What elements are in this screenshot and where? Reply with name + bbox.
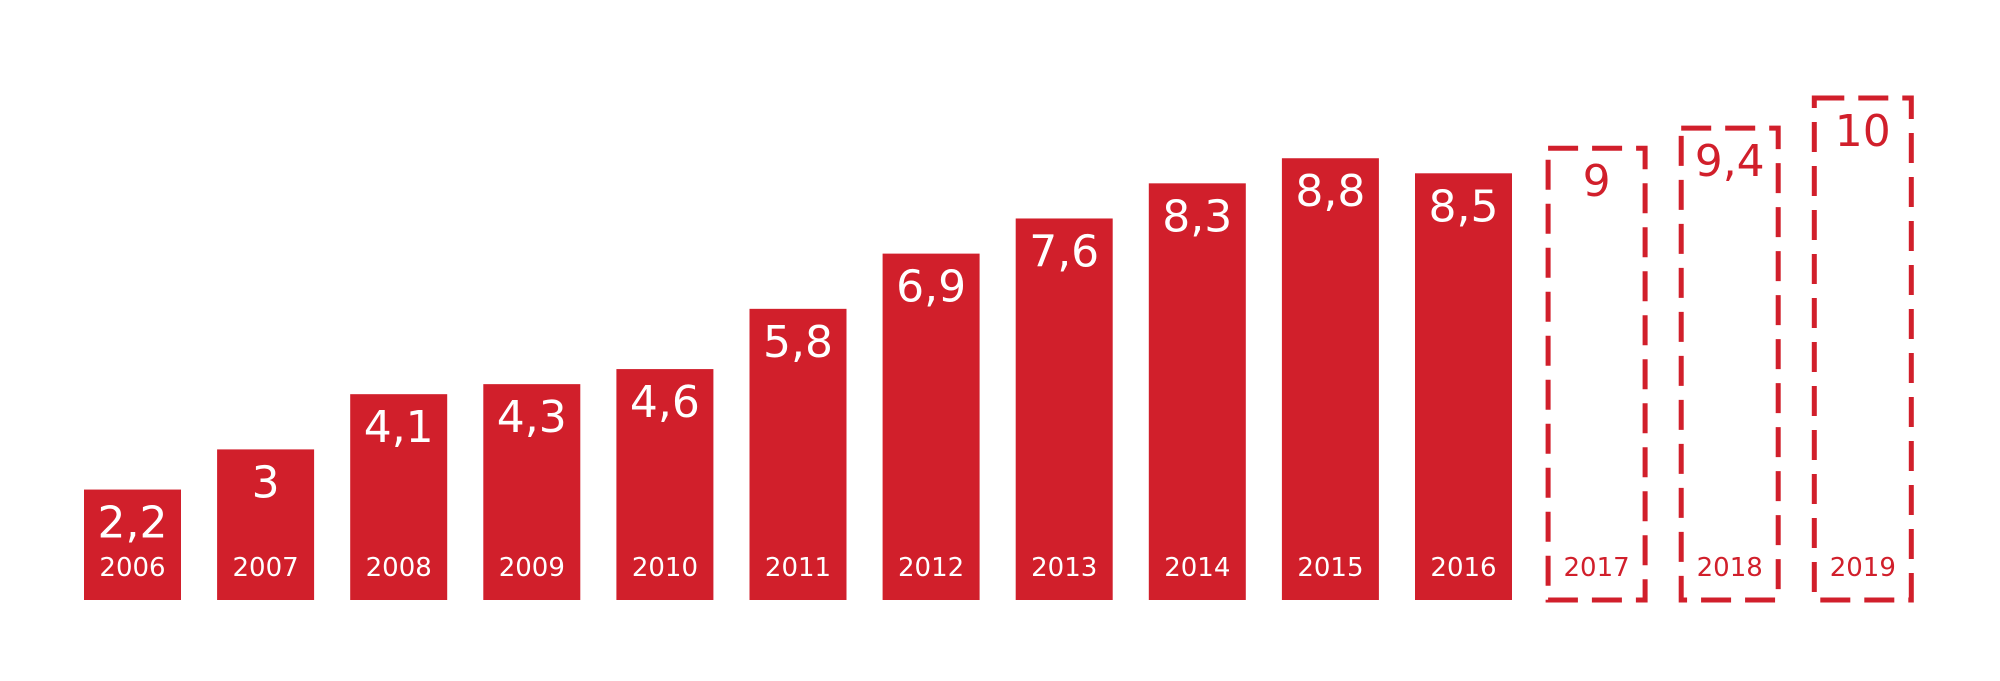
bar-2017	[1545, 145, 1648, 603]
value-label-2013: 7,6	[1029, 226, 1099, 277]
bar-2014	[1148, 183, 1246, 600]
value-label-2009: 4,3	[497, 392, 567, 443]
year-label-2008: 2008	[366, 553, 432, 583]
bar-2019	[1811, 95, 1914, 603]
bars-group	[84, 95, 1914, 603]
bar-2018	[1678, 125, 1781, 603]
bar-2009	[483, 384, 581, 600]
year-label-2018: 2018	[1697, 553, 1763, 583]
value-label-2018: 9,4	[1695, 136, 1765, 187]
bar-2010	[616, 369, 714, 600]
year-label-2011: 2011	[765, 553, 831, 583]
value-label-2007: 3	[252, 457, 280, 508]
bar-2013	[1015, 218, 1113, 601]
value-labels-group: 2,2 3 4,1 4,3 4,6 5,8 6,9 7,6 8,3 8,8 8,5 9 9,4 10	[98, 106, 1891, 549]
bar-2012	[882, 253, 980, 600]
value-label-2010: 4,6	[630, 377, 700, 428]
value-label-2011: 5,8	[763, 317, 833, 368]
value-label-2014: 8,3	[1162, 191, 1232, 242]
value-label-2015: 8,8	[1295, 166, 1365, 217]
value-label-2016: 8,5	[1429, 181, 1499, 232]
bar-2016	[1415, 173, 1512, 601]
year-label-2017: 2017	[1564, 553, 1630, 583]
year-label-2006: 2006	[99, 553, 165, 583]
year-label-2009: 2009	[499, 553, 565, 583]
year-label-2016: 2016	[1430, 553, 1496, 583]
bar-2008	[350, 394, 448, 600]
value-label-2012: 6,9	[896, 262, 966, 313]
value-label-2006: 2,2	[98, 498, 168, 549]
year-label-2013: 2013	[1031, 553, 1097, 583]
year-label-2015: 2015	[1297, 553, 1363, 583]
value-label-2019: 10	[1835, 106, 1891, 157]
year-labels-group: 2006 2007 2008 2009 2010 2011 2012 2013 2014 2015…	[99, 553, 1895, 583]
year-label-2010: 2010	[632, 553, 698, 583]
year-label-2007: 2007	[233, 553, 299, 583]
bar-2015	[1281, 158, 1379, 601]
value-label-2008: 4,1	[364, 402, 434, 453]
bar-2006	[84, 489, 181, 600]
bar-2011	[749, 308, 847, 600]
year-label-2012: 2012	[898, 553, 964, 583]
bar-2007	[217, 449, 315, 600]
year-label-2019: 2019	[1830, 553, 1896, 583]
value-label-2017: 9	[1583, 156, 1611, 207]
year-label-2014: 2014	[1164, 553, 1230, 583]
